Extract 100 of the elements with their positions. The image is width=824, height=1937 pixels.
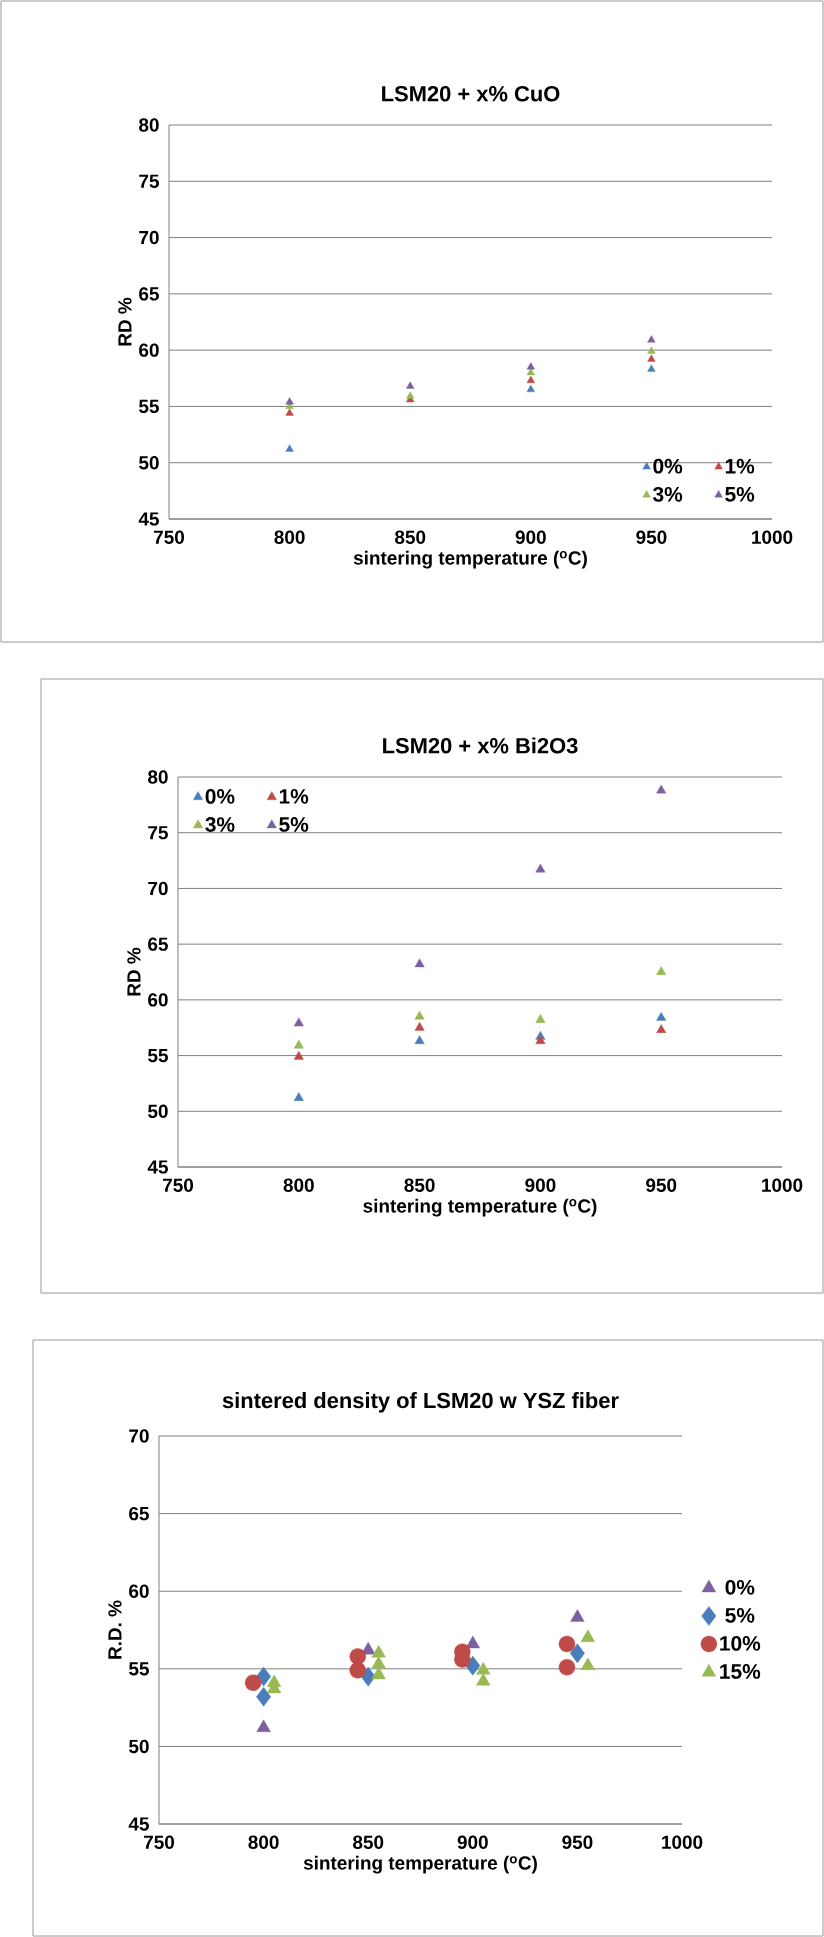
y-tick-label: 65 (129, 1506, 149, 1521)
y-axis-title: RD % (127, 947, 141, 996)
x-axis-title: sintering temperature ($^{o}$C) (303, 1855, 537, 1874)
y-axis-title: RD % (118, 297, 132, 346)
point (414, 1022, 425, 1031)
x-tick-label: 900 (525, 1178, 556, 1192)
x-axis-title: sintering temperature ($^{o}$C) (353, 550, 587, 569)
y-tick-label: 70 (139, 230, 159, 245)
point (647, 335, 656, 343)
point (465, 1635, 480, 1649)
x-tick-label: 950 (562, 1835, 593, 1849)
y-tick-label: 55 (148, 1048, 168, 1063)
legend-label: 15% (720, 1664, 761, 1679)
point (285, 444, 294, 452)
x-tick-label: 750 (163, 1178, 194, 1192)
y-tick-label: 75 (148, 826, 168, 840)
legend-label: 3% (205, 817, 235, 832)
x-tick-label: 800 (283, 1178, 314, 1192)
point (656, 784, 667, 794)
point (349, 1662, 366, 1679)
point (580, 1629, 595, 1642)
y-tick-label: 55 (139, 399, 159, 414)
y-tick-label: 80 (139, 118, 159, 132)
point (535, 1014, 546, 1023)
legend-label: 1% (725, 458, 755, 474)
legend-label: 5% (279, 817, 309, 832)
point (256, 1719, 271, 1732)
point (406, 391, 415, 399)
point (647, 346, 656, 354)
point (293, 1039, 304, 1049)
point (647, 354, 656, 362)
y-tick-label: 60 (129, 1584, 149, 1598)
point (476, 1673, 491, 1686)
point (570, 1643, 585, 1664)
x-tick-label: 800 (274, 530, 305, 544)
point (414, 1010, 425, 1020)
point (535, 1035, 546, 1045)
legend-label: 5% (725, 1607, 755, 1623)
point (558, 1659, 576, 1676)
x-tick-label: 1000 (762, 1178, 803, 1192)
point (656, 966, 667, 975)
point (526, 362, 535, 370)
point (535, 863, 546, 873)
chart-title: LSM20 + x% CuO (382, 85, 560, 102)
point (476, 1662, 491, 1675)
x-tick-label: 1000 (662, 1835, 703, 1849)
legend-label: 0% (725, 1579, 755, 1595)
point (414, 1035, 425, 1045)
point (349, 1648, 366, 1665)
legend-label: 0% (653, 458, 683, 474)
point (647, 364, 656, 372)
x-tick-label: 800 (248, 1835, 279, 1849)
point (285, 408, 294, 416)
point (580, 1657, 595, 1670)
y-axis-title: R.D. % (108, 1600, 122, 1659)
legend-label: 0% (205, 789, 235, 804)
legend-label: 10% (720, 1636, 761, 1651)
y-tick-label: 45 (147, 1160, 168, 1174)
point (371, 1645, 386, 1658)
chart-title: sintered density of LSM20 w YSZ fiber (222, 1392, 619, 1413)
x-axis-title: sintering temperature ($^{o}$C) (363, 1198, 597, 1217)
y-tick-label: 80 (148, 770, 168, 784)
legend-label: 3% (652, 486, 683, 502)
chart-title: LSM20 + x% Bi2O3 (383, 737, 578, 754)
point (414, 958, 425, 968)
y-tick-label: 45 (128, 1817, 149, 1831)
legend-label: 1% (279, 789, 309, 804)
point (371, 1655, 386, 1669)
point (406, 381, 415, 389)
point (526, 375, 535, 383)
x-tick-label: 850 (353, 1835, 384, 1849)
point (570, 1609, 585, 1622)
y-tick-label: 60 (148, 993, 168, 1007)
y-tick-label: 75 (139, 174, 159, 188)
point (656, 1012, 667, 1021)
y-tick-label: 55 (129, 1662, 149, 1676)
point (293, 1051, 304, 1060)
point (285, 397, 294, 405)
y-tick-label: 45 (138, 512, 159, 526)
y-tick-label: 50 (139, 456, 159, 470)
point (656, 1024, 667, 1033)
point (371, 1666, 386, 1680)
legend-label: 5% (725, 486, 755, 502)
x-tick-label: 950 (636, 530, 667, 544)
x-tick-label: 1000 (752, 530, 793, 544)
y-tick-label: 70 (129, 1429, 149, 1443)
point (244, 1674, 262, 1691)
x-tick-label: 750 (154, 530, 185, 544)
y-tick-label: 60 (139, 343, 159, 357)
y-tick-label: 70 (148, 881, 168, 896)
point (526, 384, 535, 392)
x-tick-label: 750 (144, 1835, 175, 1849)
y-tick-label: 50 (129, 1739, 149, 1754)
x-tick-label: 850 (404, 1178, 435, 1192)
x-tick-label: 850 (395, 530, 426, 544)
point (256, 1686, 271, 1707)
y-tick-label: 65 (148, 937, 168, 951)
x-tick-label: 950 (646, 1178, 677, 1192)
point (558, 1635, 576, 1653)
x-tick-label: 900 (515, 530, 546, 544)
